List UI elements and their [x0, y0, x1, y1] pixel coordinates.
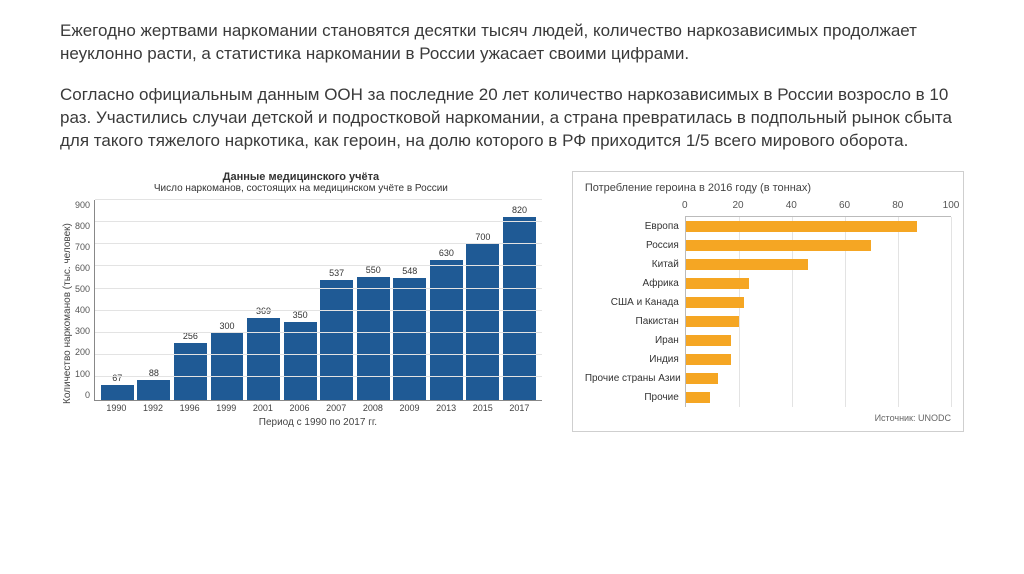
hbar-xtick: 60: [839, 200, 850, 211]
hbar-rect: [686, 221, 917, 232]
hbar-rect: [686, 316, 739, 327]
hbar-rect: [686, 354, 731, 365]
bar-xtick: 2001: [246, 403, 279, 413]
bar-value-label: 630: [439, 248, 454, 258]
bar-xtick: 2006: [283, 403, 316, 413]
bar-value-label: 548: [402, 266, 417, 276]
hbar-rect: [686, 259, 808, 270]
hbar-ylabel: Пакистан: [585, 312, 685, 331]
hbar-ylabel: Африка: [585, 274, 685, 293]
hbar-ylabel: Россия: [585, 236, 685, 255]
bar-xtick: 1996: [173, 403, 206, 413]
bar-column: 88: [137, 368, 170, 400]
bar-chart-yaxis: 9008007006005004003002001000: [75, 200, 94, 400]
bar-rect: [430, 260, 463, 400]
bar-rect: [503, 217, 536, 399]
hbar-row: [686, 331, 951, 350]
hbar-ylabel: Китай: [585, 255, 685, 274]
bar-xtick: 2009: [393, 403, 426, 413]
hbar-row: [686, 293, 951, 312]
bar-rect: [320, 280, 353, 399]
bar-value-label: 550: [366, 265, 381, 275]
hbar-chart-source: Источник: UNODC: [585, 413, 951, 423]
hbar-chart-ylabels: ЕвропаРоссияКитайАфрикаСША и КанадаПакис…: [585, 217, 685, 407]
hbar-xtick: 80: [892, 200, 903, 211]
hbar-chart-xaxis: 020406080100: [685, 202, 951, 217]
bar-chart-xlabel: Период с 1990 по 2017 гг.: [94, 417, 542, 428]
hbar-rect: [686, 335, 731, 346]
hbar-chart-title: Потребление героина в 2016 году (в тонна…: [585, 182, 951, 194]
bar-rect: [211, 333, 244, 400]
bar-xtick: 2008: [356, 403, 389, 413]
bar-xtick: 1990: [100, 403, 133, 413]
bar-column: 700: [466, 232, 499, 400]
hbar-rect: [686, 392, 710, 403]
bar-rect: [393, 278, 426, 400]
bar-rect: [357, 277, 390, 399]
bar-xtick: 1992: [137, 403, 170, 413]
hbar-row: [686, 255, 951, 274]
bar-rect: [101, 385, 134, 400]
hbar-rect: [686, 373, 718, 384]
paragraph-2: Согласно официальным данным ООН за после…: [60, 84, 964, 153]
hbar-rect: [686, 278, 750, 289]
bar-xtick: 2007: [320, 403, 353, 413]
hbar-ylabel: США и Канада: [585, 293, 685, 312]
hbar-ylabel: Иран: [585, 331, 685, 350]
bar-column: 369: [247, 306, 280, 400]
hbar-ylabel: Европа: [585, 217, 685, 236]
bar-xtick: 2017: [503, 403, 536, 413]
bar-value-label: 300: [219, 321, 234, 331]
bar-rect: [284, 322, 317, 400]
hbar-xtick: 20: [732, 200, 743, 211]
bar-chart-title: Данные медицинского учёта: [60, 171, 542, 183]
bar-rect: [174, 343, 207, 400]
bar-rect: [247, 318, 280, 400]
hbar-chart: Потребление героина в 2016 году (в тонна…: [572, 171, 964, 432]
bar-chart-subtitle: Число наркоманов, состоящих на медицинск…: [60, 183, 542, 194]
hbar-row: [686, 274, 951, 293]
hbar-ylabel: Прочие: [585, 388, 685, 407]
bar-chart-ylabel: Количество наркоманов (тыс. человек): [60, 200, 75, 428]
chart-row: Данные медицинского учёта Число наркоман…: [60, 171, 964, 432]
hbar-rect: [686, 240, 872, 251]
bar-column: 820: [503, 205, 536, 399]
hbar-chart-plot: [685, 217, 951, 407]
hbar-row: [686, 312, 951, 331]
bar-xtick: 2015: [466, 403, 499, 413]
bar-value-label: 700: [475, 232, 490, 242]
bar-column: 256: [174, 331, 207, 400]
hbar-rect: [686, 297, 744, 308]
bar-rect: [137, 380, 170, 400]
paragraph-1: Ежегодно жертвами наркомании становятся …: [60, 20, 964, 66]
bar-xtick: 2013: [430, 403, 463, 413]
hbar-row: [686, 217, 951, 236]
hbar-ylabel: Прочие страны Азии: [585, 369, 685, 388]
bar-value-label: 67: [112, 373, 122, 383]
bar-chart-xaxis: 1990 19921996 19992001 2006 20072008 2009 2013…: [94, 401, 542, 413]
hbar-row: [686, 236, 951, 255]
hbar-xtick: 100: [943, 200, 960, 211]
bar-chart: Данные медицинского учёта Число наркоман…: [60, 171, 542, 428]
hbar-row: [686, 388, 951, 407]
hbar-row: [686, 369, 951, 388]
hbar-xtick: 40: [786, 200, 797, 211]
hbar-row: [686, 350, 951, 369]
bar-value-label: 350: [293, 310, 308, 320]
bar-chart-grid: 67 88256 300 369 350 537 550 548 630 700 820: [94, 200, 542, 401]
bar-value-label: 820: [512, 205, 527, 215]
bar-value-label: 537: [329, 268, 344, 278]
bar-xtick: 1999: [210, 403, 243, 413]
hbar-ylabel: Индия: [585, 350, 685, 369]
hbar-xtick: 0: [682, 200, 688, 211]
